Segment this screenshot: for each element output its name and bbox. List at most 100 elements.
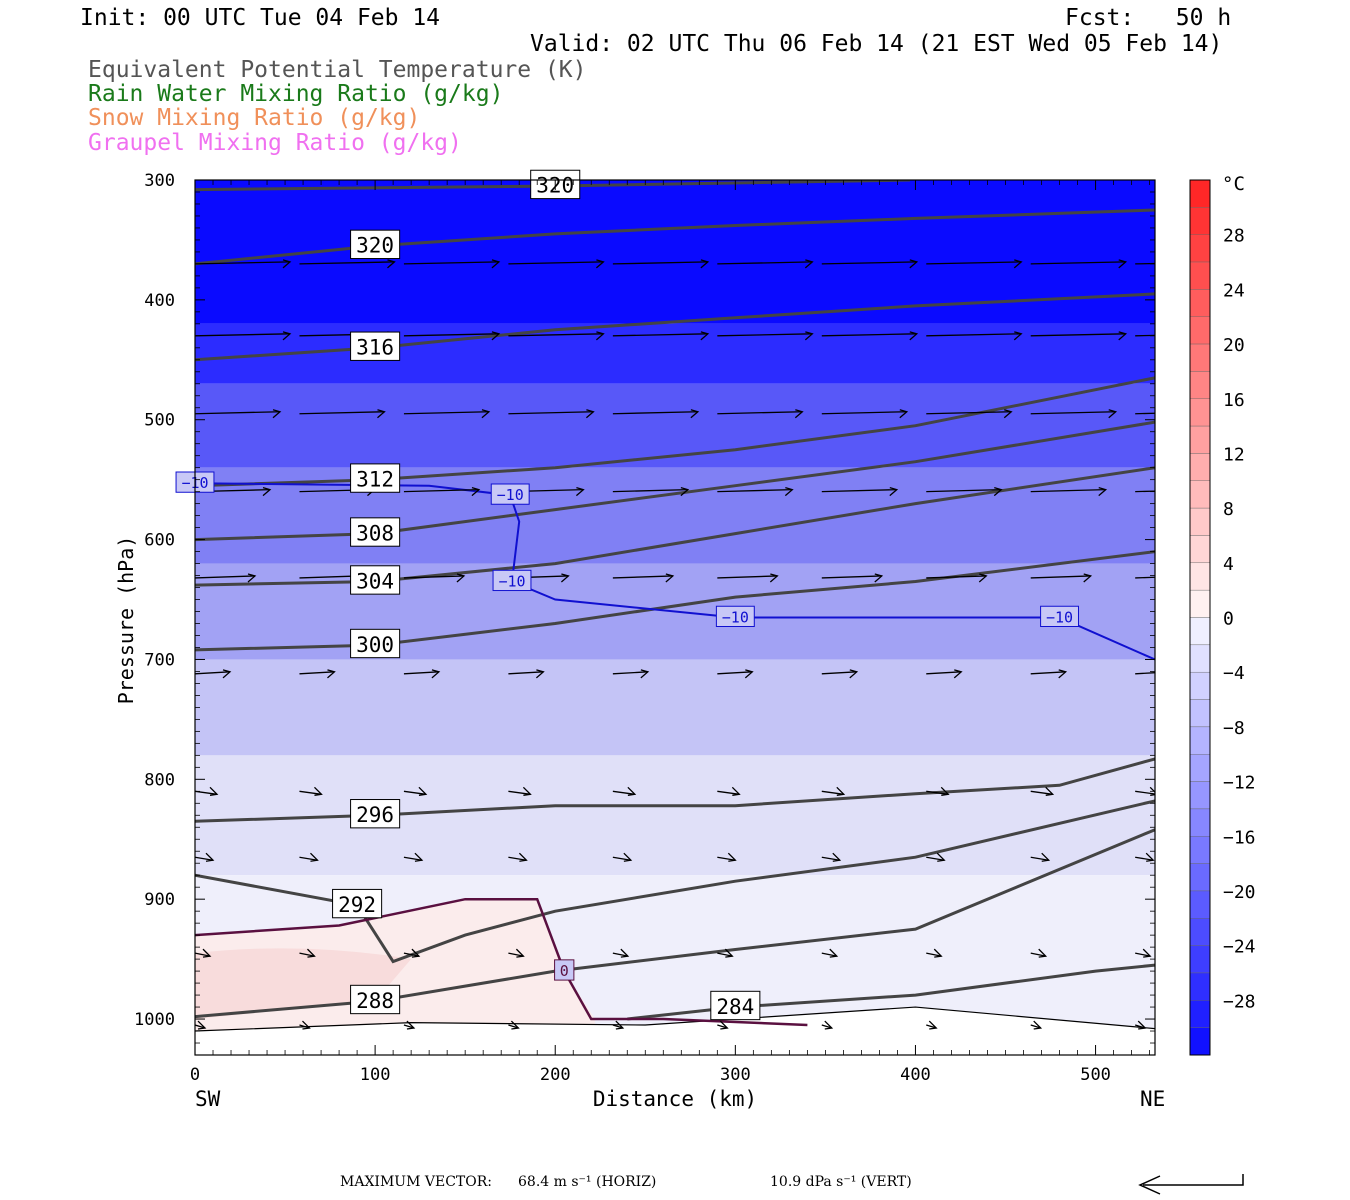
- x-left-end-label: SW: [195, 1087, 221, 1111]
- wind-arrow: [717, 573, 779, 583]
- theta-e-label-316: 316: [350, 331, 401, 361]
- wind-arrow: [1135, 412, 1155, 415]
- x-tick-label: 300: [720, 1065, 751, 1085]
- colorbar-label: −4: [1223, 663, 1245, 684]
- wind-arrow: [1135, 490, 1155, 493]
- zero-isotherm: [195, 897, 808, 1027]
- wind-arrow: [821, 409, 909, 419]
- colorbar-label: −28: [1223, 991, 1256, 1012]
- wind-arrow: [717, 852, 737, 862]
- wind-arrow: [403, 409, 491, 419]
- y-tick-label: 1000: [134, 1010, 175, 1030]
- max-vector-vert: 10.9 dPa s⁻¹ (VERT): [770, 1174, 912, 1190]
- wind-arrow: [403, 573, 466, 583]
- wind-arrow: [717, 331, 814, 341]
- wind-arrow: [195, 852, 215, 862]
- y-axis-title: Pressure (hPa): [114, 536, 138, 705]
- colorbar-frame: [1189, 179, 1211, 1056]
- colorbar-swatch: [1189, 316, 1211, 345]
- wind-arrow: [612, 259, 710, 269]
- legend-theta-e: Equivalent Potential Temperature (K): [88, 57, 587, 83]
- x-tick-label: 0: [190, 1065, 200, 1085]
- colorbar-label: 4: [1223, 554, 1234, 575]
- wind-arrow: [926, 786, 950, 796]
- x-axis-title: Distance (km): [593, 1087, 757, 1111]
- wind-arrow: [299, 948, 316, 958]
- colorbar-swatch: [1189, 371, 1211, 399]
- valid-time: Valid: 02 UTC Thu 06 Feb 14 (21 EST Wed …: [530, 31, 1223, 57]
- wind-arrow: [1030, 409, 1118, 419]
- wind-arrow: [926, 409, 1013, 419]
- theta-e-label-300: 300: [350, 628, 401, 659]
- wind-arrow: [403, 259, 501, 269]
- svg-text:−10: −10: [722, 608, 749, 626]
- svg-text:300: 300: [356, 633, 394, 657]
- wind-arrow: [508, 259, 605, 269]
- colorbar-swatch: [1189, 480, 1211, 509]
- wind-arrow: [299, 852, 319, 862]
- colorbar-swatch: [1189, 398, 1211, 427]
- colorbar-swatch: [1189, 863, 1211, 892]
- wind-arrow: [612, 1020, 625, 1030]
- wind-arrow: [1135, 786, 1155, 796]
- colorbar-swatch: [1189, 343, 1211, 372]
- colorbar-swatch: [1189, 726, 1211, 755]
- colorbar-label: −16: [1223, 827, 1256, 848]
- init-time: Init: 00 UTC Tue 04 Feb 14: [80, 5, 441, 31]
- colorbar-swatch: [1189, 644, 1211, 673]
- x-tick-label: 400: [900, 1065, 931, 1085]
- colorbar-swatch: [1189, 507, 1211, 536]
- wind-arrow: [1030, 487, 1108, 497]
- wind-arrow: [926, 573, 988, 583]
- wind-arrow: [195, 259, 292, 269]
- wind-arrow: [1030, 259, 1128, 269]
- colorbar-label: 28: [1223, 226, 1245, 247]
- colorbar-swatch: [1189, 535, 1211, 564]
- x-tick-label: 100: [360, 1065, 391, 1085]
- wind-arrow: [508, 786, 532, 796]
- isotherm-label: −10: [492, 569, 532, 592]
- colorbar-label: −8: [1223, 718, 1245, 739]
- wind-arrow: [403, 948, 421, 958]
- svg-text:284: 284: [716, 995, 754, 1019]
- legend-graupel: Graupel Mixing Ratio (g/kg): [88, 130, 462, 156]
- theta-e-contour-284: [627, 963, 1155, 1021]
- colorbar-swatch: [1189, 699, 1211, 728]
- wind-arrow: [508, 669, 545, 679]
- max-vector-horiz: 68.4 m s⁻¹ (HORIZ): [518, 1174, 657, 1190]
- wind-arrow: [1030, 852, 1051, 862]
- max-vector-label: MAXIMUM VECTOR:: [340, 1174, 492, 1190]
- theta-e-label-284: 284: [710, 990, 761, 1021]
- wind-arrow: [717, 786, 741, 796]
- wind-arrow: [195, 573, 257, 583]
- wind-arrow: [717, 669, 754, 679]
- wind-arrow: [195, 948, 212, 958]
- wind-arrow: [1030, 669, 1068, 679]
- temperature-band: [195, 383, 1155, 468]
- forecast-hour: Fcst: 50 h: [1065, 5, 1232, 31]
- wind-arrow: [403, 786, 428, 796]
- wind-arrow: [821, 852, 842, 862]
- colorbar-swatch: [1189, 972, 1211, 1001]
- y-tick-label: 800: [144, 770, 175, 790]
- svg-text:304: 304: [356, 569, 394, 593]
- theta-e-label-292: 292: [332, 888, 383, 919]
- wind-arrow: [717, 948, 734, 958]
- theta-e-contour-288: [195, 828, 1155, 1019]
- wind-arrow: [1030, 1020, 1043, 1030]
- svg-text:296: 296: [356, 803, 394, 827]
- colorbar-label: −20: [1223, 882, 1256, 903]
- wind-arrow: [926, 1020, 938, 1030]
- colorbar-swatch: [1189, 207, 1211, 235]
- colorbar-swatch: [1189, 1027, 1211, 1056]
- wind-arrow: [821, 1020, 834, 1030]
- wind-arrow: [299, 259, 396, 269]
- svg-text:0: 0: [560, 962, 569, 980]
- wind-arrow: [195, 669, 232, 679]
- wind-arrow: [1135, 672, 1155, 675]
- wind-arrow: [717, 259, 814, 269]
- svg-text:316: 316: [356, 336, 394, 360]
- wind-arrow: [821, 259, 919, 269]
- wind-arrow: [926, 331, 1023, 341]
